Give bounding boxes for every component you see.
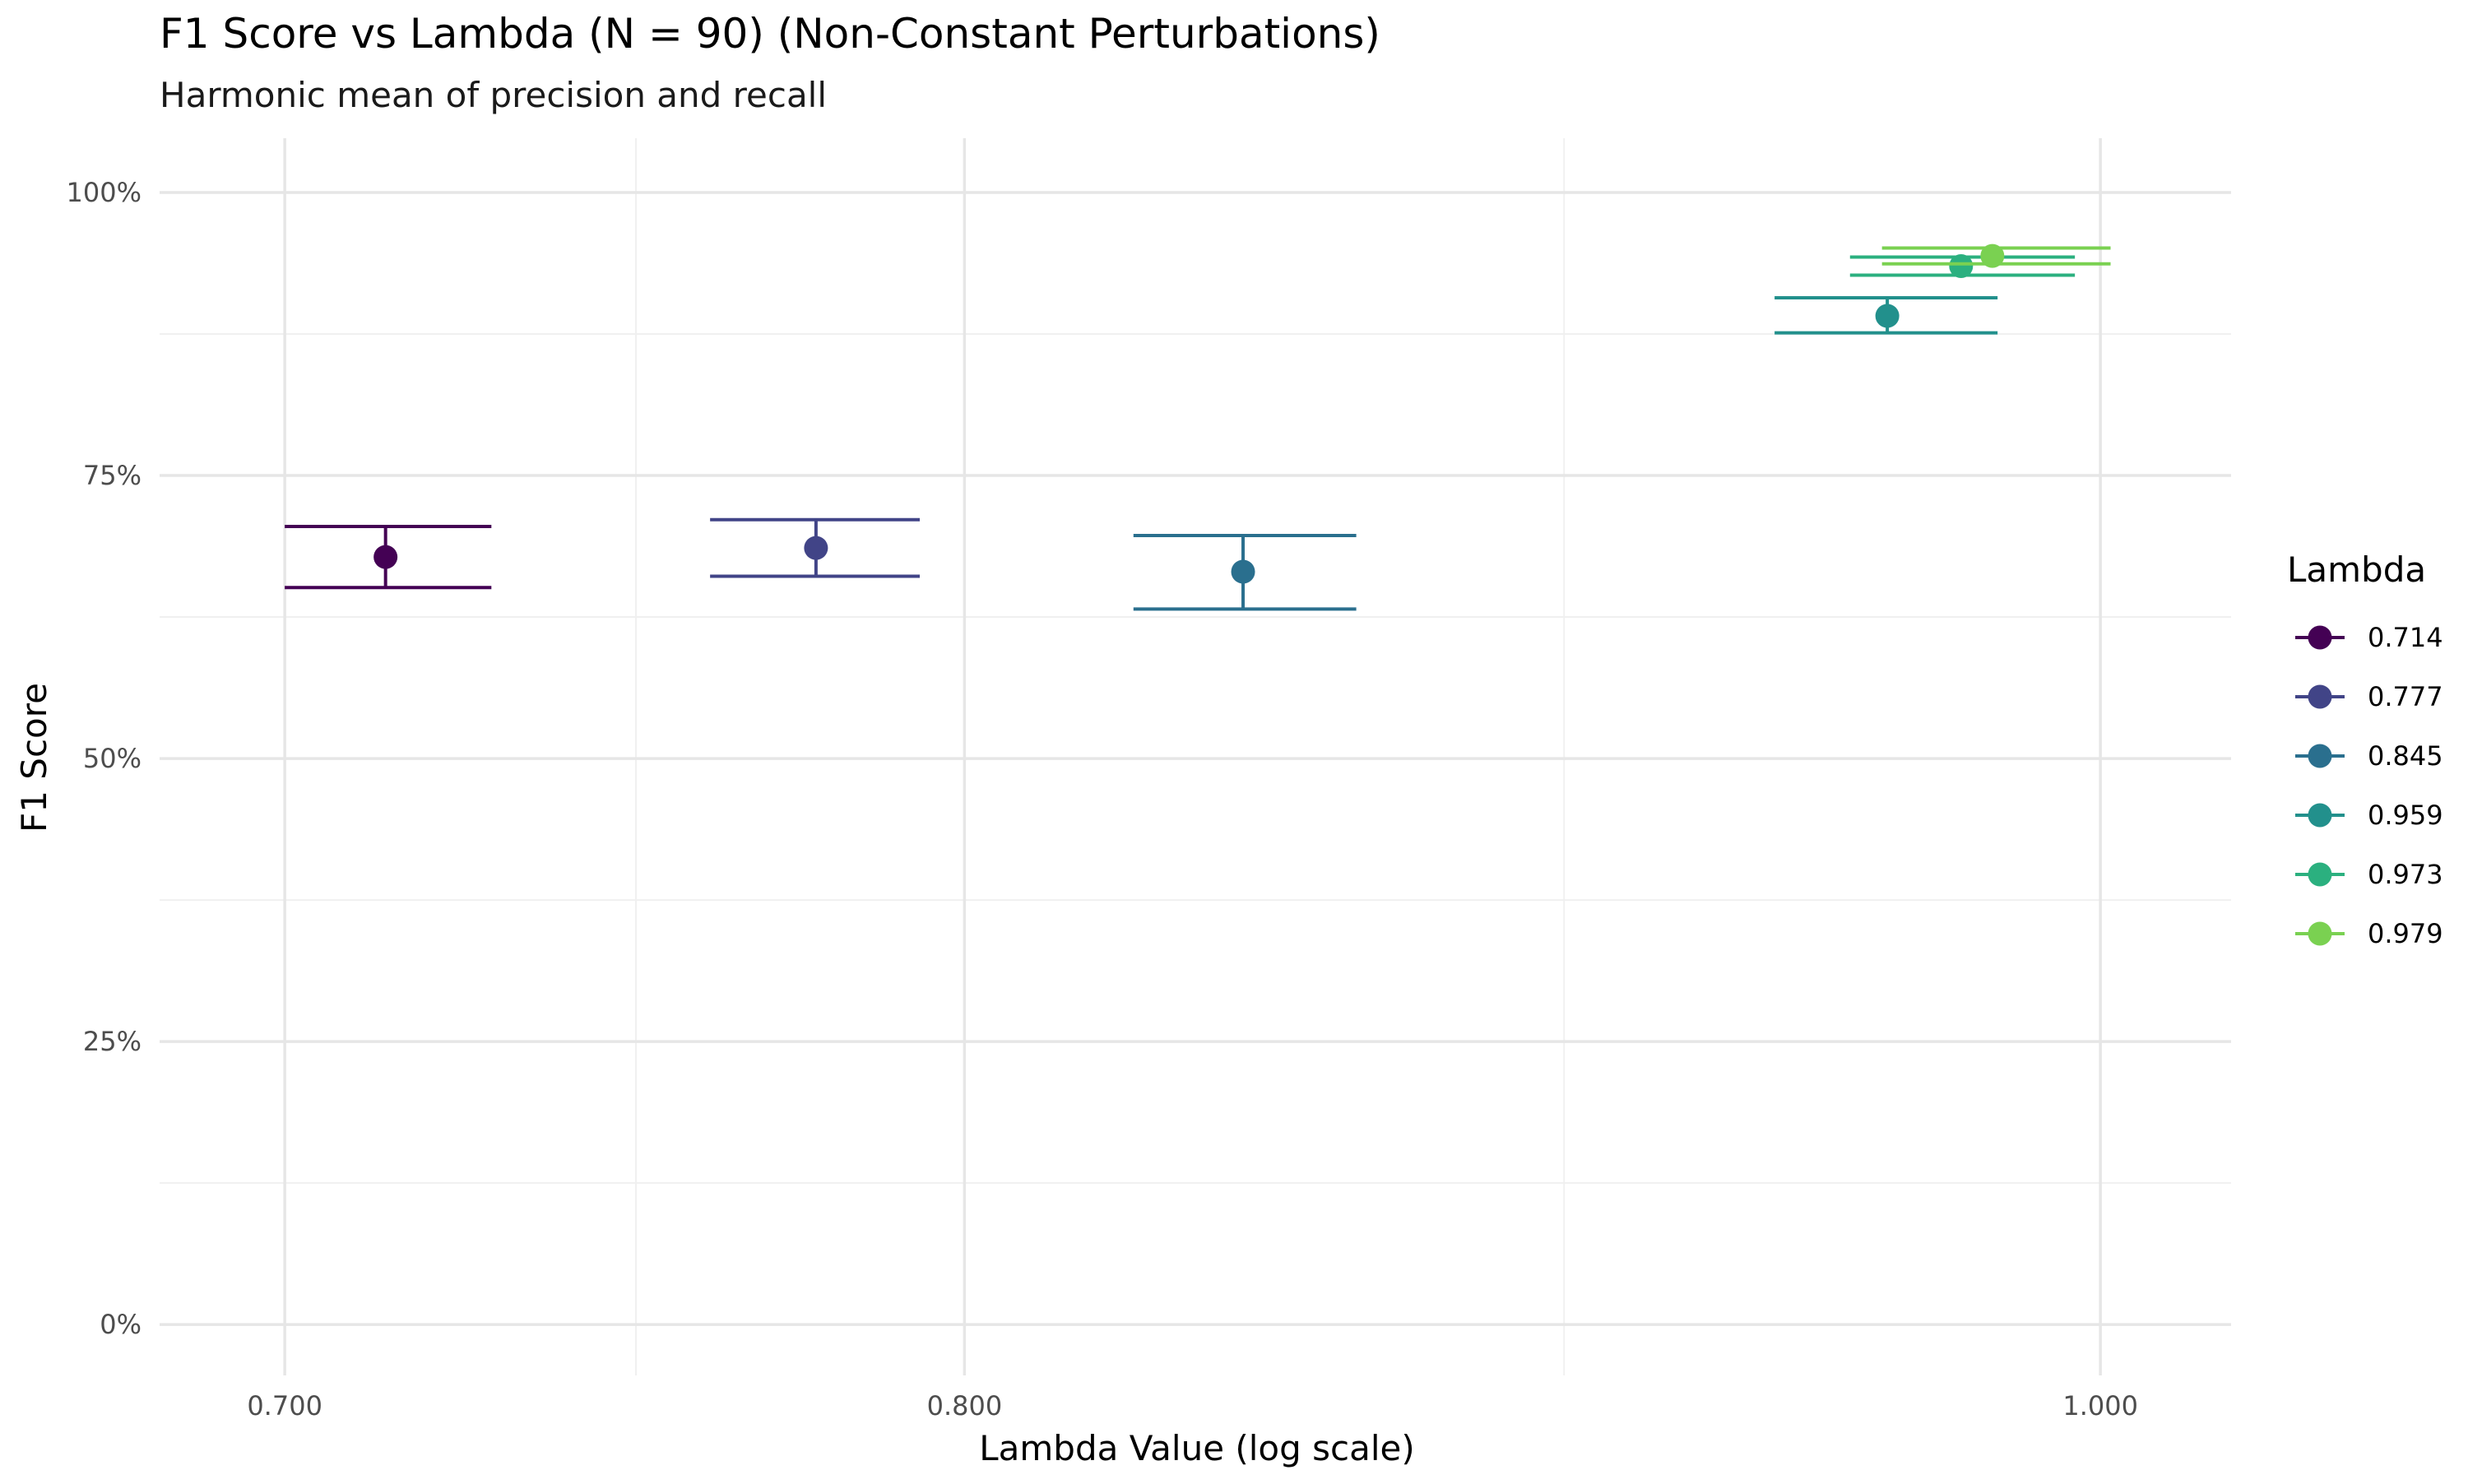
legend-title: Lambda: [2287, 550, 2426, 590]
legend-items: 0.714 0.777 0.845 0.959 0.973 0.979: [2295, 622, 2443, 949]
x-axis-title: Lambda Value (log scale): [979, 1428, 1415, 1468]
series-group: [1881, 243, 2111, 268]
legend-item-label: 0.959: [2368, 800, 2443, 831]
data-point: [1949, 253, 1974, 278]
legend-key-point: [2308, 862, 2332, 887]
data-point: [1980, 243, 2005, 268]
y-tick-label: 100%: [67, 177, 141, 208]
legend-key-point: [2308, 625, 2332, 650]
y-tick-label: 25%: [83, 1026, 141, 1057]
y-axis-title: F1 Score: [14, 683, 54, 832]
y-tick-label: 75%: [83, 460, 141, 491]
x-tick-label: 0.700: [247, 1390, 322, 1421]
legend-key-point: [2308, 921, 2332, 946]
y-tick-label: 0%: [100, 1309, 141, 1340]
x-tick-label: 0.800: [927, 1390, 1003, 1421]
legend-item: 0.959: [2295, 800, 2443, 831]
data-point: [1231, 559, 1255, 584]
legend-item-label: 0.979: [2368, 918, 2443, 949]
series-group: [710, 517, 921, 578]
legend-key-point: [2308, 744, 2332, 768]
y-tick-label: 50%: [83, 743, 141, 774]
chart-subtitle: Harmonic mean of precision and recall: [160, 75, 827, 115]
legend-key-point: [2308, 803, 2332, 828]
legend-item-label: 0.845: [2368, 740, 2443, 772]
grid-layer: [160, 138, 2231, 1375]
legend-item: 0.845: [2295, 740, 2443, 772]
series-group: [285, 524, 492, 590]
legend-item: 0.973: [2295, 859, 2443, 890]
chart-title: F1 Score vs Lambda (N = 90) (Non-Constan…: [160, 10, 1380, 58]
legend-item-label: 0.973: [2368, 859, 2443, 890]
data-mark-layer: [285, 243, 2111, 611]
data-point: [373, 545, 398, 569]
legend-item-label: 0.714: [2368, 622, 2443, 653]
tick-label-layer: 0% 25% 50% 75% 100% 0.700 0.800 1.000: [67, 177, 2138, 1421]
legend-item: 0.979: [2295, 918, 2443, 949]
x-tick-label: 1.000: [2062, 1390, 2138, 1421]
legend-key-point: [2308, 684, 2332, 709]
series-group: [1849, 253, 2076, 278]
legend: Lambda 0.714 0.777 0.845 0.959 0.973 0.979: [2287, 550, 2443, 949]
series-group: [1133, 533, 1357, 611]
data-point: [1875, 304, 1900, 328]
data-point: [804, 536, 828, 560]
legend-item: 0.714: [2295, 622, 2443, 653]
legend-item-label: 0.777: [2368, 681, 2443, 712]
series-group: [1774, 296, 1998, 335]
legend-item: 0.777: [2295, 681, 2443, 712]
